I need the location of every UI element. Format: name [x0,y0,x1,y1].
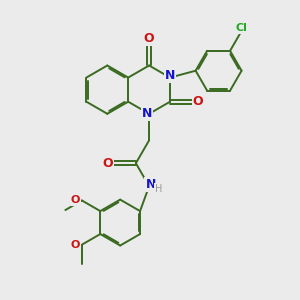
Text: H: H [155,184,162,194]
Text: O: O [193,95,203,108]
Text: N: N [142,107,152,120]
Text: N: N [146,178,156,191]
Text: Cl: Cl [235,23,247,33]
Text: O: O [103,157,113,170]
Text: O: O [71,196,80,206]
Text: O: O [144,32,154,45]
Text: O: O [71,240,80,250]
Text: N: N [165,69,175,82]
